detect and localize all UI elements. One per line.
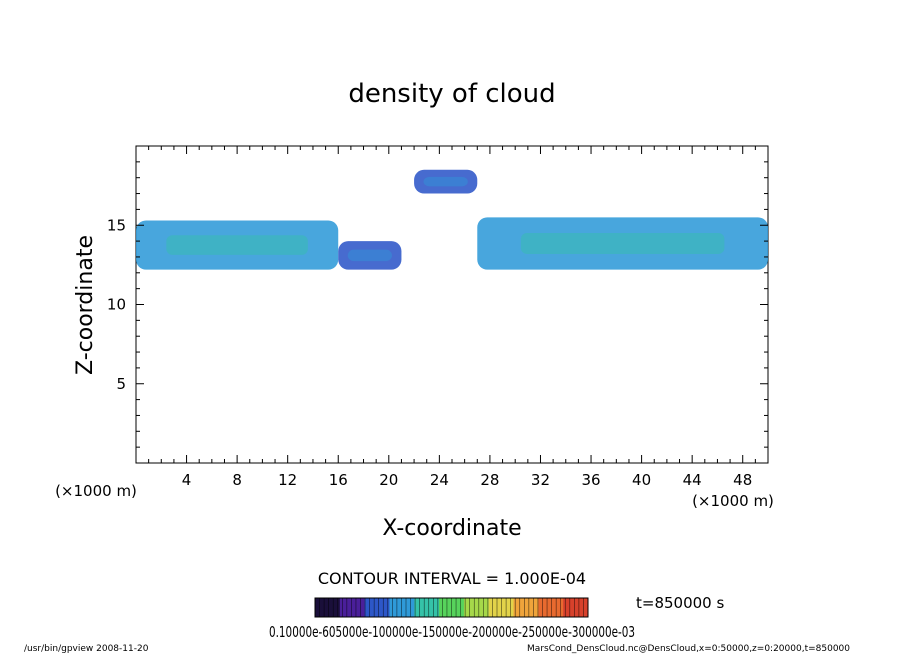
y-tick-label: 5 [116, 375, 126, 393]
colorbar-swatch [315, 598, 341, 617]
cloud-core-lower-band-right [520, 233, 725, 254]
x-tick-label: 24 [430, 471, 449, 489]
colorbar-swatch [538, 598, 564, 617]
x-tick-label: 12 [278, 471, 297, 489]
footer-program: /usr/bin/gpview 2008-11-20 [24, 644, 149, 654]
y-tick-label: 10 [107, 296, 126, 314]
colorbar-swatch [563, 598, 589, 617]
colorbar-swatch [389, 598, 415, 617]
colorbar-swatch [414, 598, 440, 617]
cloud-region-lower-band-middle [338, 241, 402, 270]
footer-source: MarsCond_DensCloud.nc@DensCloud,x=0:5000… [527, 644, 850, 654]
x-tick-label: 16 [329, 471, 348, 489]
cloud-core-upper-patch [423, 176, 468, 187]
cloud-region-lower-band-left [136, 220, 339, 270]
chart-title: density of cloud [348, 79, 555, 109]
cloud-core-lower-band-middle [347, 249, 392, 262]
x-axis-unit: (×1000 m) [692, 492, 774, 510]
cloud-region-lower-band-right [477, 217, 768, 270]
x-tick-label: 40 [632, 471, 651, 489]
colorbar-frame [314, 597, 589, 618]
y-axis-ticks: 5 10 15 [107, 161, 768, 448]
colorbar-labels: 0.10000e-605000e-100000e-150000e-200000e… [269, 623, 635, 641]
x-tick-label: 44 [683, 471, 702, 489]
contour-interval-label: CONTOUR INTERVAL = 1.000E-04 [318, 569, 586, 588]
x-axis-ticks: 4 8 12 16 20 24 28 32 36 40 44 48 [148, 146, 756, 489]
colorbar-swatch [364, 598, 390, 617]
cloud-region-upper-patch [414, 169, 478, 194]
x-tick-label: 20 [379, 471, 398, 489]
colorbar-swatch [339, 598, 366, 617]
x-tick-label: 32 [531, 471, 550, 489]
cloud-core-lower-band-left [166, 235, 308, 255]
x-tick-label: 4 [182, 471, 192, 489]
x-axis-label: X-coordinate [382, 516, 521, 541]
y-axis-label: Z-coordinate [73, 235, 98, 375]
colorbar [314, 598, 589, 617]
plot-frame [135, 145, 769, 464]
x-tick-label: 28 [480, 471, 499, 489]
time-label: t=850000 s [636, 594, 724, 612]
colorbar-swatch [463, 598, 490, 617]
x-tick-label: 36 [581, 471, 600, 489]
y-axis-unit: (×1000 m) [55, 482, 137, 500]
colorbar-swatch [513, 598, 539, 617]
x-tick-label: 48 [733, 471, 752, 489]
density-field [136, 169, 768, 270]
y-tick-label: 15 [107, 216, 126, 234]
x-tick-label: 8 [232, 471, 242, 489]
